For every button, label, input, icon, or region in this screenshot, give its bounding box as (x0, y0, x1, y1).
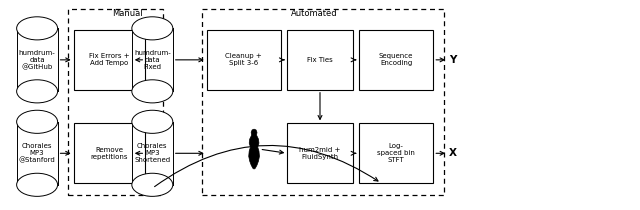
Text: Fix Errors +
Add Tempo: Fix Errors + Add Tempo (89, 53, 130, 66)
Bar (359, 123, 433, 183)
Bar (17, 28, 58, 91)
Ellipse shape (132, 17, 173, 40)
Text: humdrum-
data
@GitHub: humdrum- data @GitHub (19, 50, 56, 70)
Text: Chorales
MP3
@Stanford: Chorales MP3 @Stanford (19, 143, 56, 164)
Text: Manual: Manual (112, 9, 143, 18)
Text: Cleanup +
Split 3-6: Cleanup + Split 3-6 (225, 53, 262, 66)
Ellipse shape (132, 80, 173, 103)
Ellipse shape (132, 173, 173, 196)
Bar (202, 9, 444, 195)
Ellipse shape (17, 17, 58, 40)
Bar (359, 30, 433, 90)
Text: humdrum-
data
Fixed: humdrum- data Fixed (134, 50, 171, 70)
Text: Remove
repetitions: Remove repetitions (91, 147, 128, 160)
Text: Sequence
Encoding: Sequence Encoding (379, 53, 413, 66)
Bar (68, 9, 163, 195)
Ellipse shape (17, 110, 58, 133)
Text: Log-
spaced bin
STFT: Log- spaced bin STFT (377, 143, 415, 163)
PathPatch shape (249, 129, 259, 169)
Bar (74, 123, 145, 183)
Bar (74, 30, 145, 90)
Bar (287, 30, 353, 90)
Bar (132, 28, 173, 91)
Text: Automated: Automated (291, 9, 338, 18)
Ellipse shape (17, 173, 58, 196)
Text: Y: Y (449, 55, 457, 65)
Ellipse shape (132, 110, 173, 133)
Bar (17, 122, 58, 185)
Text: hum2mid +
FluidSynth: hum2mid + FluidSynth (300, 147, 340, 160)
Ellipse shape (17, 80, 58, 103)
Bar (207, 30, 281, 90)
Text: Fix Ties: Fix Ties (307, 57, 333, 63)
Bar (132, 122, 173, 185)
Bar (287, 123, 353, 183)
Text: X: X (449, 148, 457, 158)
Text: Chorales
MP3
Shortened: Chorales MP3 Shortened (134, 143, 170, 163)
